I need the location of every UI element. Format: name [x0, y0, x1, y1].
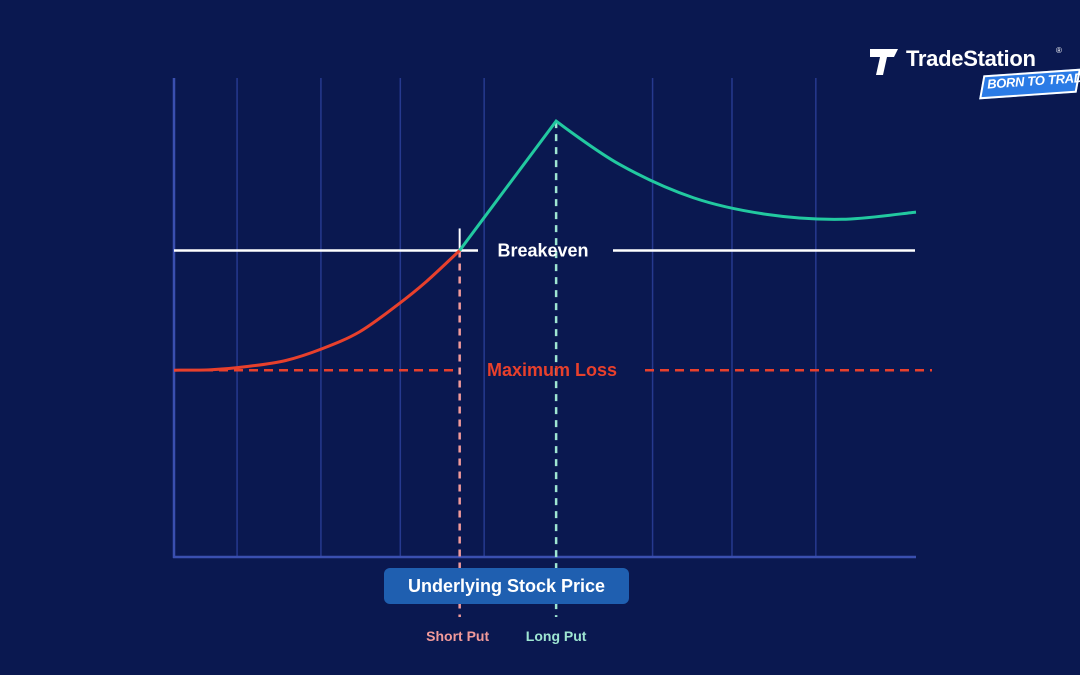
breakeven-label: Breakeven: [497, 240, 588, 260]
annotations: Breakeven Maximum Loss Underlying Stock …: [384, 240, 629, 644]
payoff-series: [173, 119, 917, 372]
max-loss-label: Maximum Loss: [487, 360, 617, 380]
gridlines: [236, 78, 817, 557]
registered-mark: ®: [1056, 46, 1062, 55]
short-put-label: Short Put: [426, 628, 489, 644]
series-loss-curve: [173, 249, 461, 372]
axes: [172, 78, 916, 559]
brand-name: TradeStation: [906, 46, 1036, 71]
x-axis-label: Underlying Stock Price: [408, 576, 605, 596]
long-put-label: Long Put: [526, 628, 587, 644]
tradestation-logo-icon: [870, 49, 898, 75]
brand-logo: TradeStation ® BORN TO TRADE: [868, 44, 1080, 104]
x-axis-label-badge: [384, 568, 629, 604]
series-profit-curve: [458, 119, 917, 252]
